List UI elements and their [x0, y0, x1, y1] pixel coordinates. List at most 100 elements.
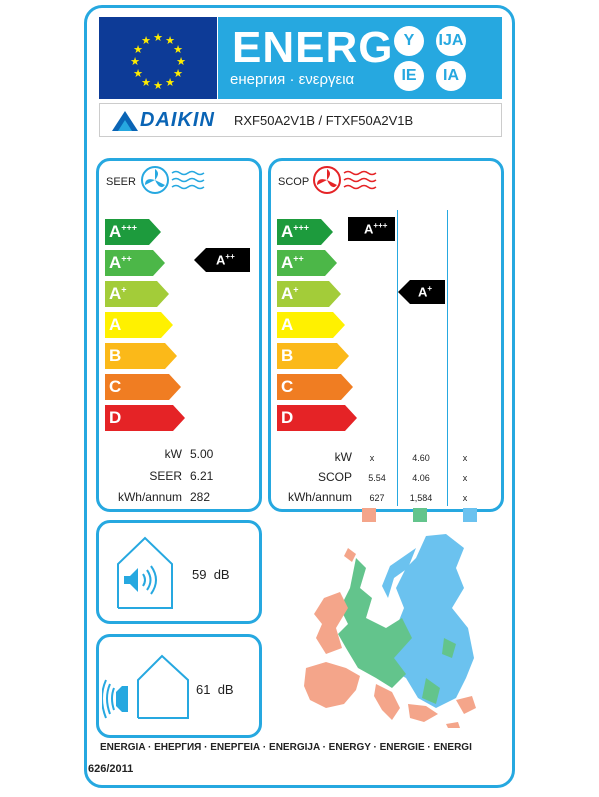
cooling-class-plus: + — [121, 284, 127, 295]
language-badge: IJA — [436, 26, 466, 56]
heating-average-rating-main: A — [418, 284, 428, 300]
heating-cold-kw: x — [462, 453, 468, 463]
svg-text:★: ★ — [173, 43, 183, 56]
heating-row-label: kW — [334, 450, 352, 464]
scop-label: SCOP — [278, 176, 310, 188]
energy-title: ENERG — [232, 23, 394, 72]
average-zone-swatch — [413, 508, 427, 522]
cooling-rating-sup: ++ — [225, 252, 235, 261]
language-badge: Y — [394, 26, 424, 56]
language-badge: IA — [436, 61, 466, 91]
cooling-class-plus: +++ — [121, 222, 138, 233]
cold-zone-swatch — [463, 508, 477, 522]
cooling-class-arrow: A++ — [105, 250, 165, 276]
svg-text:★: ★ — [176, 55, 186, 68]
svg-text:★: ★ — [153, 79, 163, 92]
heating-average-rating-indicator: A+ — [398, 280, 445, 304]
heating-class-letter: D — [281, 408, 294, 427]
cooling-class-letter: D — [109, 408, 122, 427]
heating-class-arrow: A+ — [277, 281, 341, 307]
svg-text:★: ★ — [173, 67, 183, 80]
svg-text:★: ★ — [133, 43, 143, 56]
svg-text:★: ★ — [153, 31, 163, 44]
outdoor-noise-number: 61 — [196, 682, 211, 697]
heating-class-arrow: C — [277, 374, 353, 400]
indoor-noise-value: 59 dB — [192, 567, 230, 582]
heating-class-arrow: A+++ — [277, 219, 333, 245]
brand-name: DAIKIN — [140, 109, 215, 131]
cooling-class-letter: A — [109, 222, 122, 241]
svg-text:★: ★ — [141, 34, 151, 47]
cooling-fan-icon — [141, 166, 205, 194]
heating-row-label: SCOP — [317, 470, 352, 484]
cooling-class-arrow: A+++ — [105, 219, 161, 245]
heating-class-letter: B — [281, 346, 294, 365]
model-row: DAIKIN RXF50A2V1B / FTXF50A2V1B — [99, 103, 502, 137]
heating-average-kw: 4.60 — [412, 453, 430, 463]
heating-class-letter: A — [281, 284, 294, 303]
heating-cold-kwh: x — [462, 493, 468, 503]
heating-class-arrow: B — [277, 343, 349, 369]
heating-cold-scop: x — [462, 473, 468, 483]
seer-label: SEER — [106, 176, 136, 188]
cooling-class-arrow: A — [105, 312, 173, 338]
heating-class-arrow: D — [277, 405, 357, 431]
indoor-noise-panel — [96, 520, 262, 624]
cooling-row-label: kWh/annum — [117, 490, 182, 504]
column-divider — [447, 210, 448, 506]
indoor-noise-unit: dB — [213, 567, 230, 582]
cooling-kw-value: 5.00 — [190, 447, 214, 461]
heating-row-label: kWh/annum — [287, 490, 352, 504]
eu-flag: ★ ★ ★ ★ ★ ★ ★ ★ ★ ★ ★ ★ — [99, 17, 217, 99]
heating-class-letter: A — [281, 253, 294, 272]
heating-average-kwh: 1,584 — [409, 493, 433, 503]
cooling-class-letter: C — [109, 377, 122, 396]
outdoor-noise-value: 61 dB — [196, 682, 234, 697]
svg-text:★: ★ — [165, 76, 175, 89]
energy-subtitle: енергия · ενεργεια — [230, 71, 355, 88]
cooling-class-arrow: B — [105, 343, 177, 369]
warm-zone-swatch — [362, 508, 376, 522]
heating-class-arrow: A — [277, 312, 345, 338]
cooling-class-letter: A — [109, 284, 122, 303]
cooling-class-arrow: A+ — [105, 281, 169, 307]
cooling-class-letter: B — [109, 346, 122, 365]
model-number: RXF50A2V1B / FTXF50A2V1B — [234, 113, 414, 128]
svg-text:★: ★ — [141, 76, 151, 89]
footer-languages: ENERGIA · ЕНЕРГИЯ · ΕΝΕΡΓΕΙΑ · ENERGIJA … — [100, 742, 472, 753]
cooling-kwh-value: 282 — [190, 490, 211, 504]
svg-text:★: ★ — [165, 34, 175, 47]
column-divider — [397, 210, 398, 506]
svg-text:★: ★ — [133, 67, 143, 80]
cooling-class-letter: A — [109, 315, 122, 334]
heating-average-rating-sup: + — [427, 284, 433, 293]
heating-class-plus: + — [293, 284, 299, 295]
cooling-rating-main: A — [216, 252, 226, 268]
heating-class-arrow: A++ — [277, 250, 337, 276]
eu-stars-icon: ★ ★★ ★★★ ★★★ ★★★ — [130, 31, 186, 92]
cooling-class-arrow: C — [105, 374, 181, 400]
heating-warm-rating-sup: +++ — [373, 221, 388, 230]
heating-panel — [268, 158, 504, 512]
cooling-rating-indicator: A++ — [194, 248, 250, 272]
outdoor-noise-unit: dB — [217, 682, 234, 697]
cooling-seer-value: 6.21 — [190, 469, 214, 483]
heating-warm-kw: x — [369, 453, 375, 463]
language-badge: IE — [394, 61, 424, 91]
indoor-unit-noise-icon — [117, 536, 173, 609]
label-frame — [84, 5, 515, 788]
cooling-panel — [96, 158, 262, 512]
cooling-row-label: kW — [164, 447, 182, 461]
heating-class-letter: A — [281, 222, 294, 241]
cooling-class-letter: A — [109, 253, 122, 272]
cooling-class-plus: ++ — [121, 253, 132, 264]
heating-class-plus: ++ — [293, 253, 304, 264]
heating-warm-kwh: 627 — [369, 493, 385, 503]
cooling-class-arrow: D — [105, 405, 185, 431]
outdoor-unit-noise-icon — [102, 654, 189, 719]
heating-fan-icon — [313, 166, 377, 194]
regulation-number: 626/2011 — [88, 763, 134, 775]
energy-header: ENERG енергия · ενεργεια Y IJA IE IA — [218, 17, 502, 99]
heating-class-letter: C — [281, 377, 294, 396]
europe-climate-zone-map — [304, 534, 476, 728]
